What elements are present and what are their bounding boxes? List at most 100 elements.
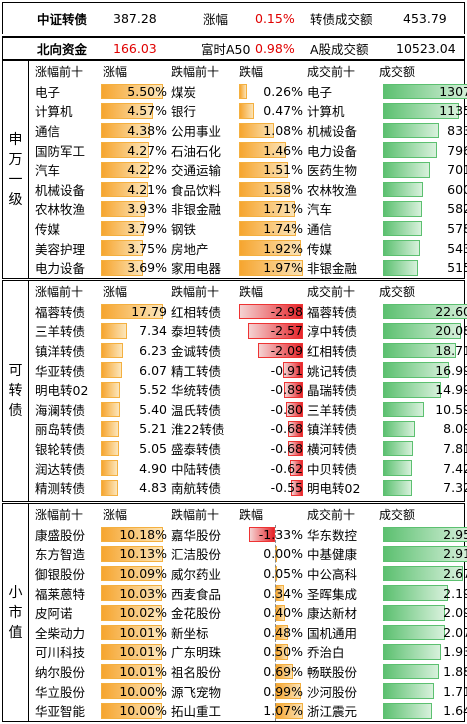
gain-bar <box>101 303 163 320</box>
loser-change: 1.51% <box>263 162 303 178</box>
loser-name: 淮22转债 <box>171 422 225 438</box>
table-row: 传媒 3.79%钢铁 1.74%通信 578 <box>31 219 467 239</box>
table-row: 华立股份 10.00%源飞宠物 0.99%沙河股份 1.71 <box>31 681 467 701</box>
loser-name: 房地产 <box>171 241 209 257</box>
loss-bar <box>239 162 289 178</box>
loss-bar <box>239 201 295 217</box>
volume-bar <box>383 323 462 339</box>
loser-change: 0.48% <box>263 624 303 640</box>
a50-label: 富时A50 <box>201 42 251 57</box>
loser-change: 0.34% <box>263 585 303 601</box>
volume-amount: 582 <box>447 201 467 217</box>
loser-change: -2.57 <box>270 323 303 339</box>
a-share-volume: 10523.04 <box>396 41 456 56</box>
gainer-name: 明电转02 <box>35 383 89 399</box>
gainer-change: 5.40 <box>139 401 167 417</box>
volume-amount: 1.93 <box>443 644 467 660</box>
loser-change: 1.07% <box>263 703 303 719</box>
table-row: 可川科技 10.01%广东明珠 0.50%乔治白 1.93 <box>31 642 467 662</box>
table-row: 东方智造 10.13%汇洁股份 0.00%中基健康 2.91 <box>31 544 467 564</box>
gainer-name: 电子 <box>35 84 61 100</box>
loss-bar <box>283 382 303 398</box>
volume-bar <box>383 421 415 437</box>
gain-bar <box>101 162 149 178</box>
volume-amount: 701 <box>447 162 467 178</box>
volume-amount: 2.07 <box>443 624 467 640</box>
volume-leader-name: 康达新材 <box>307 606 358 622</box>
loser-change: 0.69% <box>263 664 303 680</box>
gainer-change: 10.03% <box>119 585 167 601</box>
gainer-name: 润达转债 <box>35 461 86 477</box>
volume-bar <box>383 201 423 217</box>
gainer-name: 华亚智能 <box>35 704 86 720</box>
loser-name: 银行 <box>171 104 197 120</box>
loser-change: 1.97% <box>263 260 303 276</box>
column-header: 成交前十 <box>307 508 356 523</box>
volume-bar <box>383 440 414 457</box>
loser-change: 0.05% <box>263 566 303 582</box>
column-header: 涨幅前十 <box>35 508 84 523</box>
loss-bar <box>249 526 275 543</box>
loser-change: -2.09 <box>270 343 303 359</box>
column-header: 涨幅前十 <box>35 285 84 300</box>
volume-bar <box>383 565 463 582</box>
loser-change: 1.92% <box>263 240 303 256</box>
gainer-change: 10.09% <box>119 566 167 582</box>
column-header: 跌幅 <box>239 285 264 300</box>
volume-leader-name: 中公高科 <box>307 567 358 583</box>
gainer-change: 4.22% <box>127 162 167 178</box>
gain-bar <box>101 220 144 237</box>
loser-change: 1.46% <box>263 142 303 158</box>
volume-amount: 833 <box>447 123 467 139</box>
gain-bar <box>101 644 162 660</box>
loss-bar <box>239 122 275 139</box>
column-header: 成交额 <box>379 285 416 300</box>
volume-bar <box>383 644 441 660</box>
gain-bar <box>101 260 143 276</box>
volume-bar <box>383 546 467 562</box>
table-row: 康盛股份 10.18%嘉华股份 -1.33%华东数控 2.95 <box>31 525 467 545</box>
gainer-change: 10.01% <box>119 624 167 640</box>
gainer-name: 美容护理 <box>35 241 86 257</box>
gainer-change: 4.83 <box>139 480 167 496</box>
volume-bar <box>383 526 467 543</box>
gainer-name: 电力设备 <box>35 261 86 277</box>
loss-bar <box>239 103 255 119</box>
gainer-change: 6.23 <box>139 343 167 359</box>
volume-amount: 8.09 <box>443 421 467 437</box>
loser-change: 1.58% <box>263 181 303 197</box>
volume-bar <box>383 260 418 276</box>
column-header: 成交额 <box>379 508 416 523</box>
column-header: 成交前十 <box>307 65 356 80</box>
loser-change: -0.80 <box>270 401 303 417</box>
gain-bar <box>101 460 119 476</box>
table-row: 美容护理 3.75%房地产 1.92%传媒 543 <box>31 238 467 258</box>
header-row-index: 中证转债 387.28 涨幅 0.15% 转债成交额 453.79 <box>2 2 465 34</box>
volume-amount: 1.64 <box>443 703 467 719</box>
gainer-change: 10.01% <box>119 664 167 680</box>
volume-amount: 1.88 <box>443 664 467 680</box>
volume-amount: 578 <box>447 221 467 237</box>
loser-name: 精工转债 <box>171 363 222 379</box>
gain-bar <box>101 546 163 562</box>
volume-leader-name: 传媒 <box>307 241 333 257</box>
gainer-name: 银轮转债 <box>35 442 86 458</box>
column-header: 成交额 <box>379 65 416 80</box>
volume-bar <box>383 83 467 100</box>
loser-change: 0.99% <box>263 683 303 699</box>
volume-bar <box>383 605 446 621</box>
gainer-name: 海澜转债 <box>35 402 86 418</box>
column-header: 涨幅前十 <box>35 65 84 80</box>
northbound-value: 166.03 <box>113 41 157 56</box>
table-row: 华亚智能 10.00%拓山重工 1.07%浙江震元 1.64 <box>31 701 467 721</box>
volume-leader-name: 医药生物 <box>307 163 358 179</box>
gainer-name: 机械设备 <box>35 182 86 198</box>
volume-amount: 515 <box>447 260 467 276</box>
gainer-change: 17.79 <box>131 303 167 319</box>
volume-bar <box>383 142 437 158</box>
gain-bar <box>101 83 163 100</box>
